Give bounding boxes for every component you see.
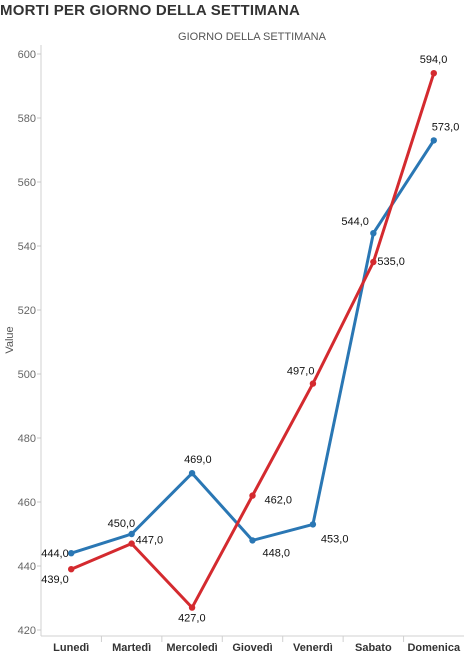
- y-axis-title: Value: [4, 326, 16, 353]
- series-1-point: [249, 537, 256, 544]
- series-1-point: [309, 521, 317, 528]
- series-2-point: [249, 492, 256, 499]
- y-tick-label: 440: [18, 561, 36, 573]
- y-tick-label: 580: [18, 113, 36, 125]
- data-label: 453,0: [321, 533, 349, 545]
- x-tick-label: Lunedì: [53, 642, 89, 654]
- data-label: 448,0: [263, 547, 291, 559]
- data-label: 535,0: [377, 256, 405, 268]
- data-label: 573,0: [432, 121, 460, 133]
- y-tick-label: 540: [18, 241, 36, 253]
- x-tick-label: Mercoledì: [166, 642, 217, 654]
- chart-title: GIORNO DELLA SETTIMANA: [178, 31, 327, 43]
- series-1-point: [188, 470, 196, 477]
- data-label: 444,0: [41, 548, 69, 560]
- data-label: 439,0: [41, 574, 69, 586]
- series-1-point: [128, 530, 135, 538]
- series-2-point: [309, 380, 317, 387]
- data-label: 450,0: [108, 518, 136, 530]
- series-2-point: [430, 70, 437, 77]
- series-2-point: [128, 540, 135, 547]
- y-tick-label: 460: [18, 497, 36, 509]
- x-tick-label: Martedì: [112, 642, 151, 654]
- y-tick-label: 600: [18, 49, 36, 61]
- series-1-point: [430, 137, 437, 144]
- data-label: 462,0: [265, 495, 293, 507]
- x-tick-label: Domenica: [407, 642, 460, 654]
- y-tick-label: 560: [18, 177, 36, 189]
- data-label: 469,0: [184, 454, 212, 466]
- series-2-point: [188, 604, 196, 611]
- series-1-line: [69, 138, 436, 555]
- y-tick-label: 420: [18, 625, 36, 637]
- data-label: 594,0: [420, 54, 448, 66]
- data-label: 447,0: [136, 535, 164, 547]
- series-2-point: [68, 566, 75, 573]
- y-tick-label: 480: [18, 433, 36, 445]
- y-tick-label: 500: [18, 369, 36, 381]
- series-1-point: [68, 550, 75, 557]
- x-tick-label: Sabato: [355, 642, 392, 654]
- data-label: 544,0: [341, 216, 369, 228]
- x-tick-label: Venerdì: [293, 642, 333, 654]
- series-2-point: [370, 258, 377, 266]
- x-tick-label: Giovedì: [232, 642, 272, 654]
- data-label: 497,0: [287, 366, 315, 378]
- series-1-point: [370, 230, 377, 237]
- data-label: 427,0: [178, 613, 206, 625]
- y-tick-label: 520: [18, 305, 36, 317]
- page-title: MORTI PER GIORNO DELLA SETTIMANA: [0, 2, 301, 19]
